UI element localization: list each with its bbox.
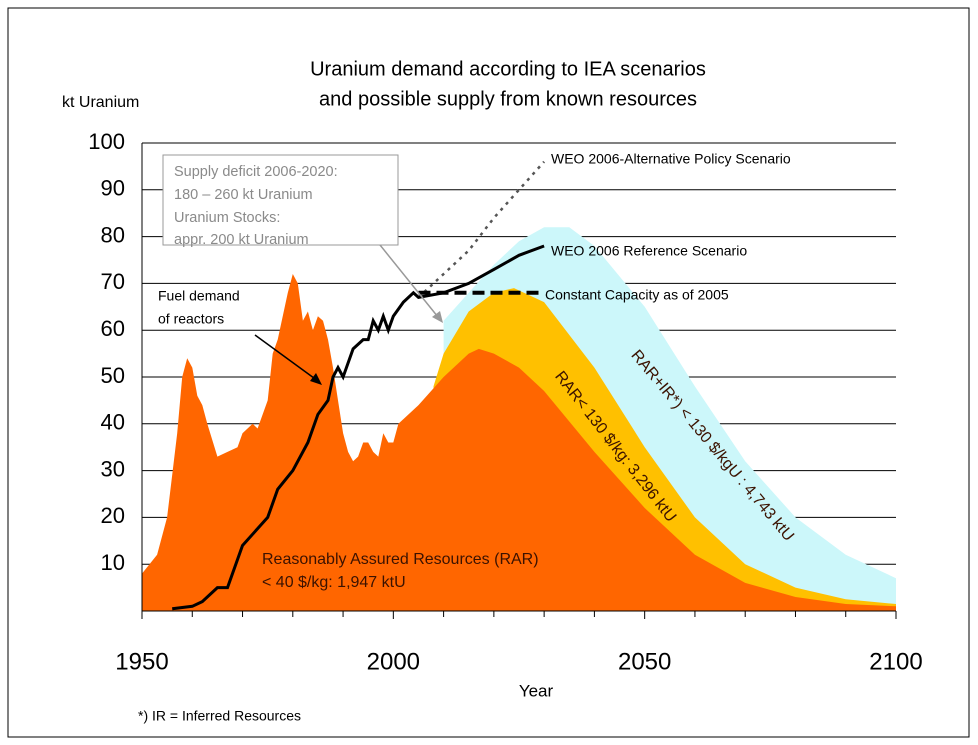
annotation: 180 – 260 kt Uranium bbox=[174, 187, 313, 203]
y-tick-label: 100 bbox=[88, 129, 125, 154]
y-tick-label: 60 bbox=[101, 316, 125, 341]
y-tick-label: 90 bbox=[101, 176, 125, 201]
arrow-head bbox=[310, 373, 322, 385]
line bbox=[172, 244, 545, 611]
chart-title: and possible supply from known resources bbox=[319, 88, 697, 110]
y-tick-label: 80 bbox=[101, 222, 125, 247]
annotation-box bbox=[162, 154, 399, 246]
x-axis-label: Year bbox=[519, 681, 554, 700]
annotation: Constant Capacity as of 2005 bbox=[545, 287, 729, 303]
annotation: Uranium Stocks: bbox=[174, 210, 280, 226]
annotation: Reasonably Assured Resources (RAR) bbox=[262, 551, 539, 568]
annotation: of reactors bbox=[158, 311, 224, 327]
y-tick-label: 30 bbox=[101, 456, 125, 481]
line bbox=[417, 160, 546, 299]
annotation: Supply deficit 2006-2020: bbox=[174, 164, 338, 180]
y-tick-label: 20 bbox=[101, 503, 125, 528]
x-tick-label: 1950 bbox=[115, 648, 168, 675]
y-axis-label: kt Uranium bbox=[62, 94, 139, 111]
arrow-head bbox=[432, 311, 443, 323]
data-layer bbox=[142, 160, 896, 611]
annotation: Fuel demand bbox=[158, 288, 240, 304]
annotation: appr. 200 kt Uranium bbox=[174, 232, 309, 248]
x-tick-label: 2100 bbox=[869, 648, 922, 675]
annotation: WEO 2006-Alternative Policy Scenario bbox=[551, 151, 791, 167]
chart-title: Uranium demand according to IEA scenario… bbox=[310, 58, 706, 80]
axis-layer: 10 20 30 40 50 60 70 80 90 100 1950 2000 2050 2100 bbox=[88, 129, 922, 676]
x-tick-label: 2050 bbox=[618, 648, 671, 675]
y-tick-label: 10 bbox=[101, 550, 125, 575]
y-tick-label: 50 bbox=[101, 363, 125, 388]
arrow bbox=[254, 334, 319, 382]
frame bbox=[7, 7, 970, 738]
footnote: *) IR = Inferred Resources bbox=[138, 708, 301, 724]
x-tick-label: 2000 bbox=[367, 648, 420, 675]
area bbox=[142, 274, 896, 611]
y-tick-label: 70 bbox=[101, 269, 125, 294]
annotation: WEO 2006 Reference Scenario bbox=[551, 243, 747, 259]
annotation: < 40 $/kg: 1,947 ktU bbox=[262, 574, 406, 591]
y-tick-label: 40 bbox=[101, 410, 125, 435]
arrow bbox=[379, 244, 439, 318]
